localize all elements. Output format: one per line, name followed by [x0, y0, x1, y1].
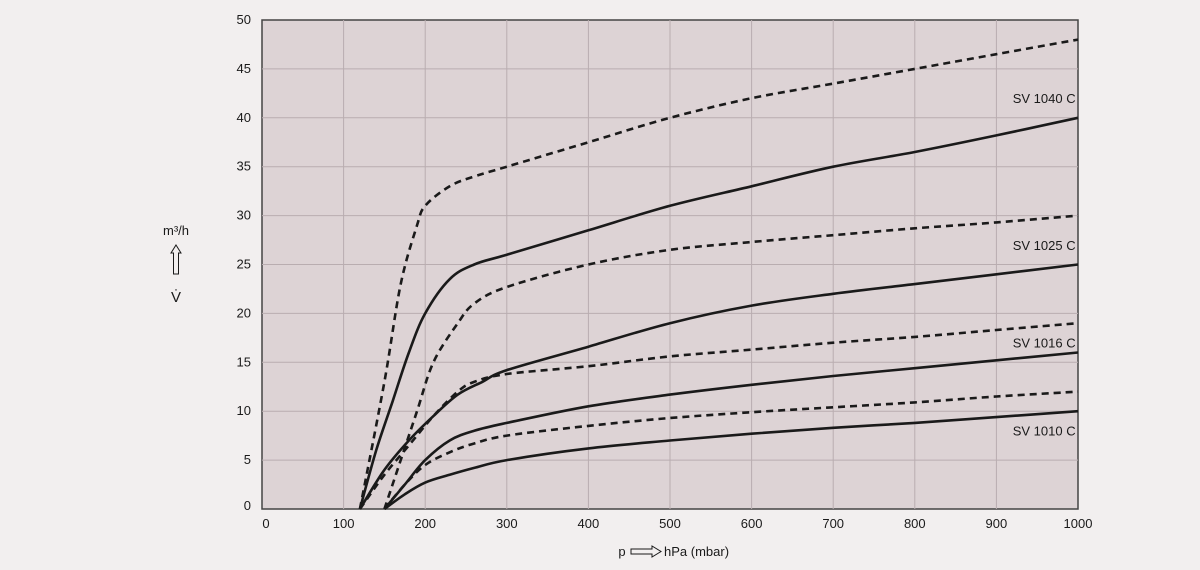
x-tick-labels: 0 100 200 300 400 500 600 700 800 900 1000 [262, 516, 1092, 531]
y-axis-unit: m³/h [163, 223, 189, 238]
y-tick-labels: 0 5 10 15 20 25 30 35 40 45 50 [237, 12, 251, 513]
y-tick-label: 10 [237, 403, 251, 418]
x-tick-label: 900 [986, 516, 1008, 531]
y-tick-label: 5 [244, 452, 251, 467]
y-tick-label: 0 [244, 498, 251, 513]
y-axis-symbol: V̇ [171, 289, 181, 306]
right-arrow-icon [630, 545, 662, 558]
x-tick-label: 400 [578, 516, 600, 531]
series-label: SV 1040 C [1013, 91, 1076, 106]
x-tick-label: 1000 [1064, 516, 1093, 531]
x-tick-label: 300 [496, 516, 518, 531]
x-tick-label: 600 [741, 516, 763, 531]
x-tick-label: 200 [414, 516, 436, 531]
x-tick-label: 800 [904, 516, 926, 531]
series-curves [358, 38, 1079, 511]
series-line-sv-1025-c-solid [358, 263, 1079, 510]
up-arrow-icon [170, 244, 182, 275]
series-line-sv-1040-c-solid [358, 116, 1079, 510]
y-tick-label: 20 [237, 305, 251, 320]
y-tick-label: 40 [237, 110, 251, 125]
y-tick-label: 15 [237, 354, 251, 369]
series-line-sv-1016-c-solid [383, 351, 1079, 510]
series-label: SV 1025 C [1013, 238, 1076, 253]
x-tick-label: 0 [262, 516, 269, 531]
y-tick-label: 35 [237, 159, 251, 174]
series-line-sv-1010-c-solid [383, 409, 1079, 511]
x-tick-label: 100 [333, 516, 355, 531]
y-tick-label: 30 [237, 208, 251, 223]
y-tick-label: 45 [237, 61, 251, 76]
y-tick-label: 50 [237, 12, 251, 27]
series-line-sv-1010-c-dashed [383, 390, 1079, 510]
x-tick-label: 700 [822, 516, 844, 531]
series-label: SV 1010 C [1013, 424, 1076, 439]
x-axis-label: p hPa (mbar) [618, 544, 729, 559]
x-tick-label: 500 [659, 516, 681, 531]
series-line-sv-1025-c-dashed [383, 214, 1079, 510]
series-line-sv-1040-c-dashed [358, 38, 1079, 510]
y-axis-label: m³/h V̇ [163, 223, 189, 306]
x-axis-unit: hPa (mbar) [664, 544, 729, 559]
series-label: SV 1016 C [1013, 336, 1076, 351]
series-line-sv-1016-c-dashed [358, 321, 1079, 510]
y-tick-label: 25 [237, 257, 251, 272]
series-labels: SV 1040 C SV 1025 C SV 1016 C SV 1010 C [1013, 91, 1076, 439]
x-axis-prefix: p [618, 544, 625, 559]
